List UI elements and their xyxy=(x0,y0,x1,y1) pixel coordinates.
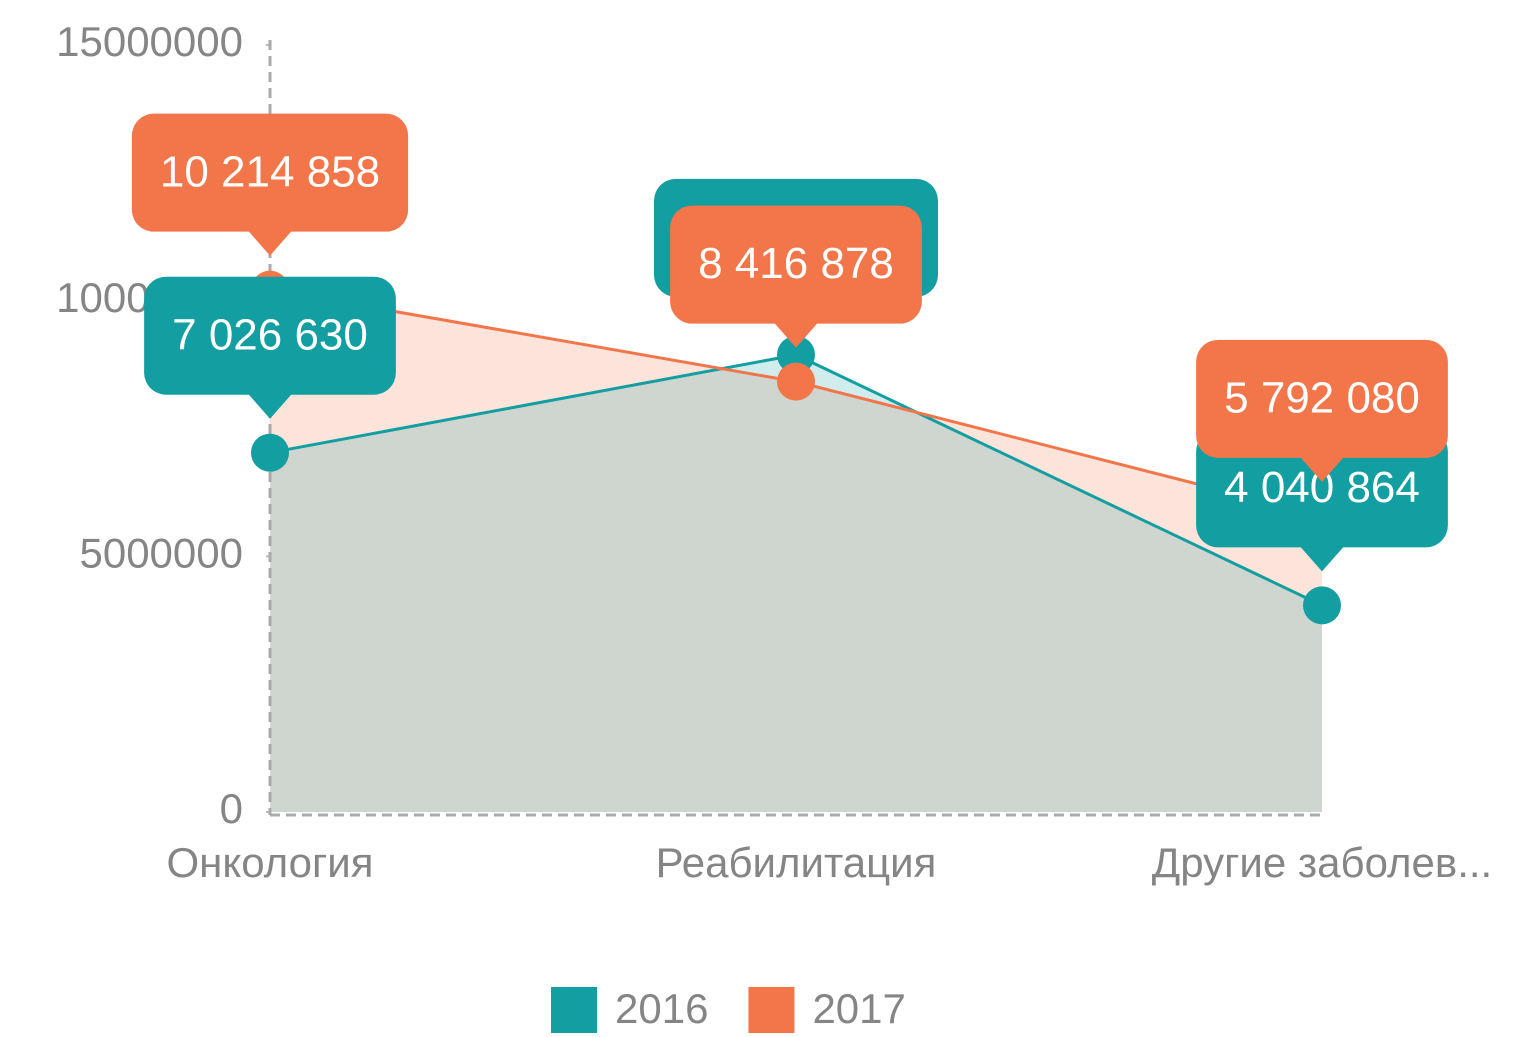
point xyxy=(1303,586,1341,625)
legend-label: 2016 xyxy=(615,985,708,1032)
label-pointer xyxy=(774,322,818,348)
point xyxy=(251,433,289,472)
data-label-text: 8 416 878 xyxy=(698,239,894,288)
y-tick-label: 15000000 xyxy=(56,18,243,65)
label-pointer xyxy=(1300,546,1344,572)
label-box xyxy=(131,113,409,232)
data-label: 7 026 630 xyxy=(144,276,396,419)
label-box xyxy=(1196,339,1448,458)
y-tick-label: 0 xyxy=(220,785,243,832)
y-tick-label: 5000000 xyxy=(79,529,243,576)
area xyxy=(270,289,1322,812)
data-label-text: 10 214 858 xyxy=(160,147,380,196)
data-label: 8 416 878 xyxy=(670,205,922,348)
label-pointer xyxy=(248,393,292,419)
legend-swatch xyxy=(551,987,597,1033)
label-pointer xyxy=(1300,456,1344,482)
label-pointer xyxy=(248,230,292,256)
label-box xyxy=(144,276,396,395)
point xyxy=(777,335,815,374)
legend-swatch xyxy=(748,987,795,1033)
point xyxy=(777,362,815,401)
x-tick-label: Онкология xyxy=(166,839,373,886)
data-label: 4 040 864 xyxy=(1196,429,1448,572)
data-label-text: 7 026 630 xyxy=(172,310,368,359)
label-box xyxy=(670,205,922,324)
area xyxy=(270,354,1322,812)
data-label: 10 214 858 xyxy=(131,113,409,256)
data-label-text: 5 792 080 xyxy=(1224,373,1420,422)
data-label: 5 792 080 xyxy=(1196,339,1448,482)
legend-label: 2017 xyxy=(812,985,905,1032)
label-box xyxy=(1196,429,1448,548)
x-tick-label: Реабилитация xyxy=(656,839,937,886)
x-tick-label: Другие заболев... xyxy=(1152,839,1492,886)
